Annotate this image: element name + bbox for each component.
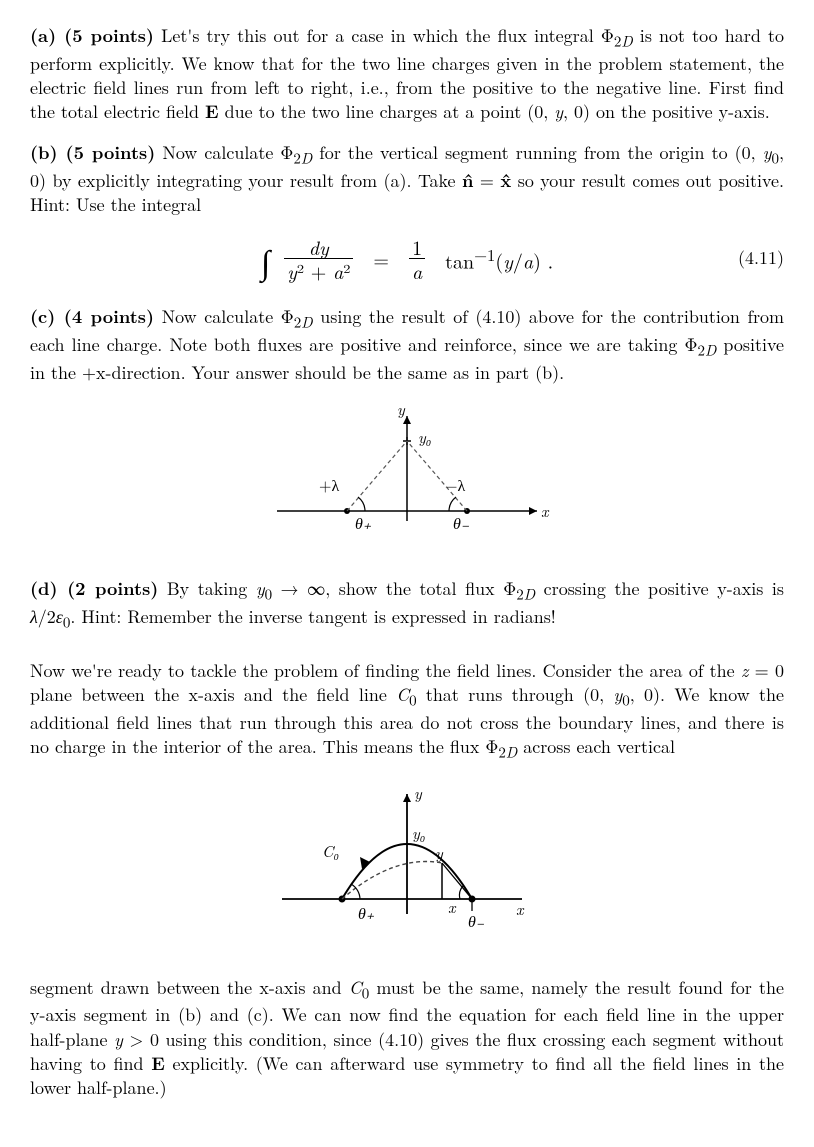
rhs-den: a [409,260,425,281]
equation: ∫ dy y² + a² = 1 a tan−1(y/a) . (4.11) [30,235,784,281]
part-c-label: (c) (4 points) [30,304,154,329]
rhs-fraction: 1 a [409,236,425,281]
fig2-theta-minus: θ₋ [468,909,485,932]
figure-1-svg: y x y₀ +λ −λ θ₊ θ₋ [257,401,557,551]
fig2-y-inner: y [435,841,444,864]
fig1-x-label: x [541,499,550,522]
equation-body: ∫ dy y² + a² = 1 a tan−1(y/a) . [261,235,553,281]
fig2-x-label: x [516,897,525,920]
page: (a) (5 points) Let's try this out for a … [0,0,814,1147]
fig1-theta-minus: θ₋ [453,511,470,534]
integral-sign: ∫ [261,238,270,284]
lhs-fraction: dy y² + a² [284,236,353,281]
part-b-label: (b) (5 points) [30,140,155,165]
part-a: (a) (5 points) Let's try this out for a … [30,24,784,125]
fig1-plus-lambda: +λ [319,473,339,496]
fig2-c0-label: C₀ [322,839,339,862]
lhs-den: y² + a² [284,260,353,281]
figure-1: y x y₀ +λ −λ θ₊ θ₋ [30,401,784,557]
equals: = [363,245,399,272]
figure-2-svg: y x C₀ y₀ y x θ₊ θ₋ [272,779,542,949]
part-a-label: (a) (5 points) [30,23,154,48]
figure-2: y x C₀ y₀ y x θ₊ θ₋ [30,779,784,955]
lhs-num: dy [306,236,332,257]
paragraph-conclusion: segment drawn between the x-axis and C0 … [30,976,784,1101]
paragraph-field-lines: Now we're ready to tackle the problem of… [30,659,784,763]
part-d-label: (d) (2 points) [30,576,158,601]
fig1-y0-label: y₀ [418,425,431,448]
part-c: (c) (4 points) Now calculate Φ2D using t… [30,305,784,385]
fig2-theta-plus: θ₊ [358,901,375,924]
rhs-num: 1 [409,236,425,257]
fig1-theta-plus: θ₊ [355,511,372,534]
fig1-y-label: y [397,401,406,420]
fig2-y0-label: y₀ [412,821,425,844]
fig1-minus-lambda: −λ [445,473,465,496]
rhs-tail: tan−1(y/a) . [435,243,553,274]
fig2-y-label: y [414,781,423,804]
equation-number: (4.11) [738,246,784,270]
part-d: (d) (2 points) By taking y0 → ∞, show th… [30,577,784,633]
part-b: (b) (5 points) Now calculate Φ2D for the… [30,141,784,217]
